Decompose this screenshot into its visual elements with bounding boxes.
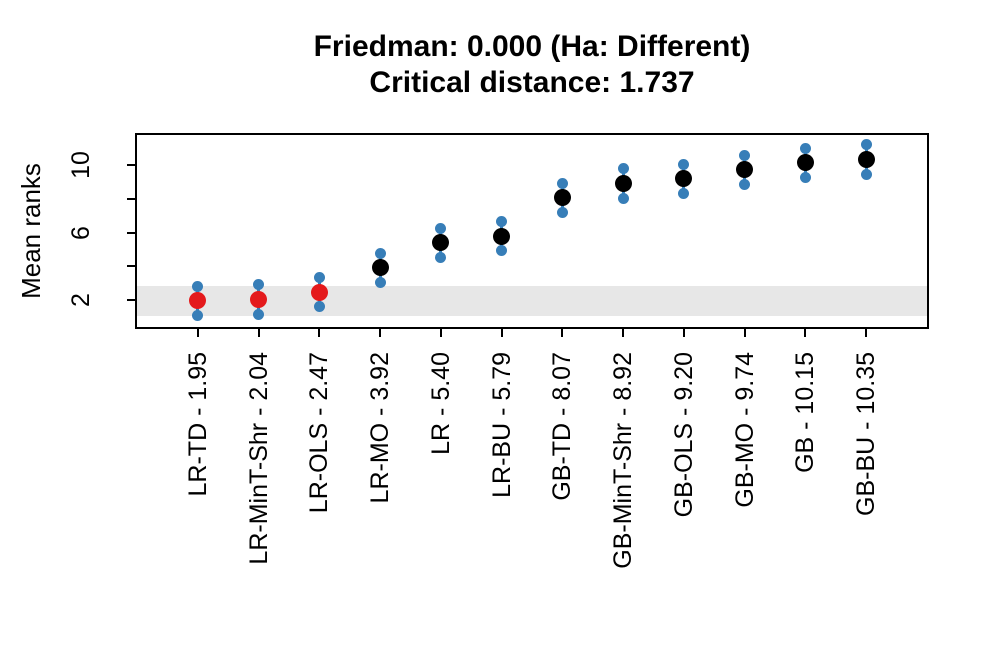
interval-upper-dot	[374, 247, 386, 259]
x-tick-mark	[622, 329, 625, 337]
critical-distance-band	[137, 286, 927, 316]
interval-upper-dot	[739, 149, 751, 161]
mean-rank-dot	[189, 292, 207, 310]
interval-lower-dot	[435, 251, 447, 263]
interval-upper-dot	[253, 279, 265, 291]
y-tick-label: 10	[67, 151, 95, 180]
interval-upper-dot	[799, 142, 811, 154]
x-tick-mark	[804, 329, 807, 337]
x-axis-label: GB-BU - 10.35	[852, 352, 881, 516]
x-axis-label: LR-MinT-Shr - 2.04	[244, 352, 273, 565]
x-tick-mark	[318, 329, 321, 337]
interval-lower-dot	[678, 187, 690, 199]
x-tick-mark	[561, 329, 564, 337]
x-axis-label: GB-OLS - 9.20	[669, 352, 698, 518]
x-axis-label: LR - 5.40	[426, 352, 455, 455]
x-axis-label: GB-TD - 8.07	[548, 352, 577, 501]
x-tick-mark	[379, 329, 382, 337]
mean-rank-dot	[371, 259, 389, 277]
chart-subtitle: Critical distance: 1.737	[369, 66, 695, 99]
x-tick-mark	[682, 329, 685, 337]
interval-lower-dot	[617, 192, 629, 204]
y-tick-mark	[127, 198, 135, 200]
interval-upper-dot	[678, 158, 690, 170]
interval-lower-dot	[860, 168, 872, 180]
mean-rank-dot	[857, 150, 875, 168]
interval-lower-dot	[374, 276, 386, 288]
x-tick-mark	[743, 329, 746, 337]
y-tick-mark	[127, 265, 135, 268]
x-tick-mark	[865, 329, 868, 337]
y-tick-mark	[127, 231, 135, 234]
interval-upper-dot	[860, 139, 872, 151]
x-tick-mark	[257, 329, 260, 337]
x-axis-label: GB - 10.15	[791, 352, 820, 473]
interval-upper-dot	[496, 216, 508, 228]
x-axis-label: LR-TD - 1.95	[183, 352, 212, 497]
x-axis-label: GB-MinT-Shr - 8.92	[609, 352, 638, 569]
interval-upper-dot	[435, 222, 447, 234]
y-tick-mark	[127, 299, 135, 302]
x-tick-mark	[439, 329, 442, 337]
mean-rank-dot	[493, 227, 511, 245]
mean-rank-dot	[736, 161, 754, 179]
x-tick-mark	[500, 329, 503, 337]
mean-rank-dot	[250, 290, 268, 308]
interval-upper-dot	[313, 272, 325, 283]
x-axis-label: LR-MO - 3.92	[366, 352, 395, 504]
interval-upper-dot	[556, 177, 568, 189]
mean-rank-dot	[675, 170, 693, 188]
chart-title: Friedman: 0.000 (Ha: Different)	[313, 30, 751, 63]
mean-rank-dot	[310, 283, 328, 301]
interval-upper-dot	[192, 280, 204, 292]
mean-rank-dot	[796, 154, 814, 172]
mean-rank-dot	[553, 189, 571, 207]
y-tick-mark	[127, 164, 135, 167]
x-tick-mark	[196, 329, 199, 337]
x-axis-label: LR-OLS - 2.47	[305, 352, 334, 514]
mean-rank-dot	[614, 175, 632, 192]
interval-upper-dot	[617, 163, 629, 175]
interval-lower-dot	[799, 171, 811, 183]
interval-lower-dot	[192, 310, 204, 322]
interval-lower-dot	[496, 245, 508, 257]
interval-lower-dot	[253, 308, 265, 320]
interval-lower-dot	[739, 178, 751, 190]
mean-rank-dot	[432, 234, 450, 252]
interval-lower-dot	[313, 301, 325, 313]
y-axis-title: Mean ranks	[16, 163, 46, 299]
x-axis-label: LR-BU - 5.79	[487, 352, 516, 498]
interval-lower-dot	[556, 206, 568, 218]
plot-border	[135, 133, 929, 329]
x-axis-label: GB-MO - 9.74	[730, 352, 759, 508]
